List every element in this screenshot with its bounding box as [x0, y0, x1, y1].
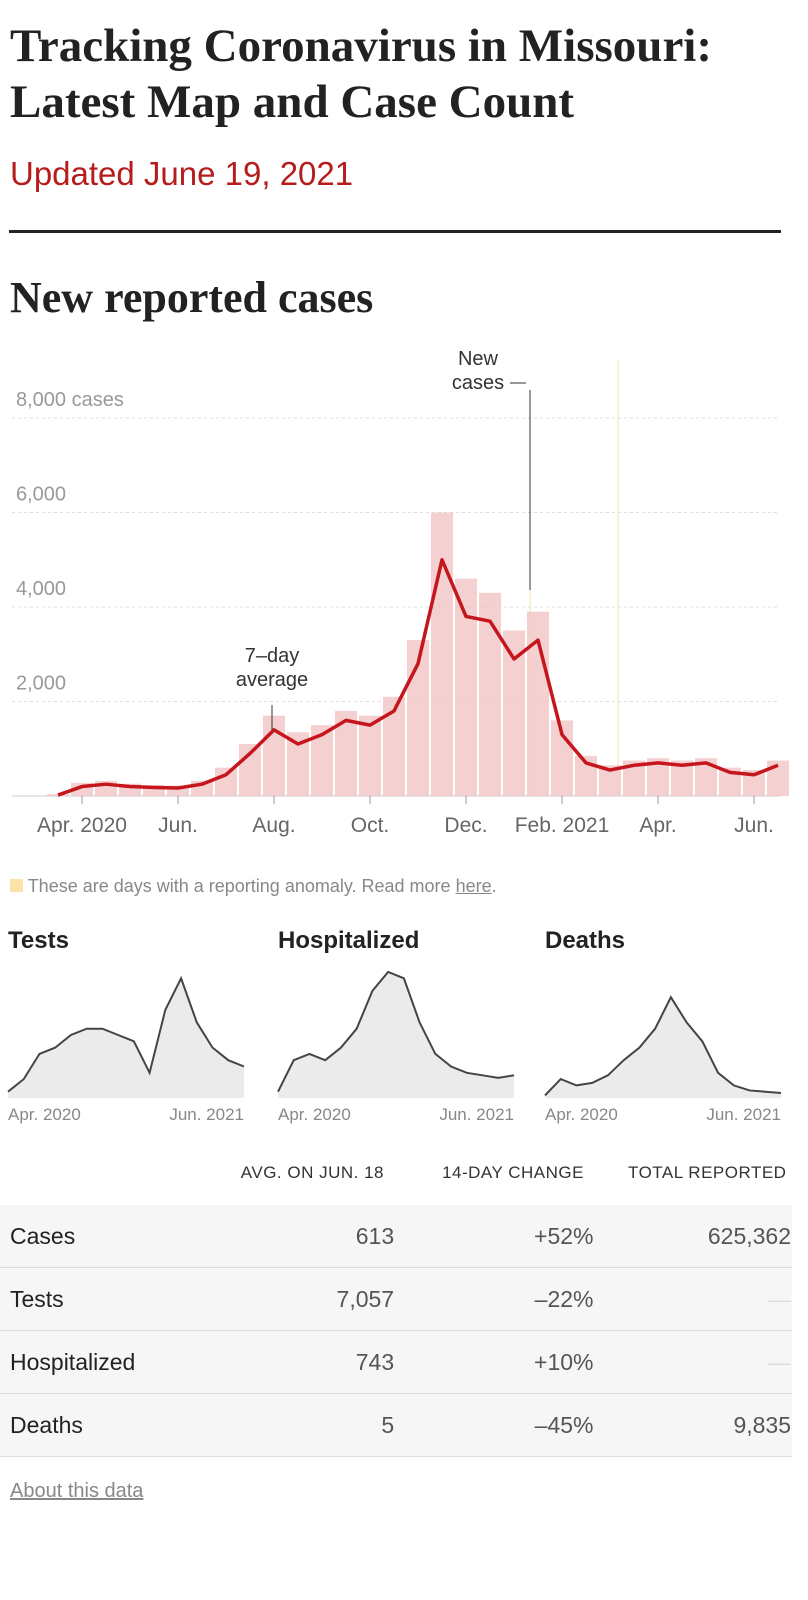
bar [335, 710, 357, 796]
bar [479, 592, 501, 796]
tests-chart: Tests Apr. 2020 Jun. 2021 [7, 927, 245, 1124]
bar [263, 715, 285, 796]
small-title: Hospitalized [278, 927, 419, 954]
table-cell: Deaths [0, 1393, 231, 1457]
area-fill [545, 997, 781, 1098]
anomaly-swatch [10, 879, 23, 892]
x-tick-label: Apr. 2020 [37, 814, 127, 837]
table-cell: +10% [395, 1330, 595, 1394]
x-tick-label: Dec. [444, 814, 487, 837]
table-cell: — [594, 1330, 792, 1394]
bar [359, 715, 381, 796]
x-tick-label: Feb. 2021 [515, 814, 610, 837]
area-fill [278, 972, 514, 1098]
x-tick-label: Oct. [351, 814, 390, 837]
bar [743, 770, 765, 796]
table-cell: Cases [0, 1205, 231, 1268]
bar [623, 760, 645, 796]
x-tick-label: Jun. [158, 814, 198, 837]
updated: Updated June 19, 2021 [10, 155, 354, 192]
bar [599, 765, 621, 796]
bar [143, 785, 165, 796]
x-tick-label: Jun. 2021 [706, 1105, 781, 1124]
x-tick-label: Apr. 2020 [278, 1105, 351, 1124]
col-header: TOTAL REPORTED [628, 1163, 787, 1182]
y-tick-label: 6,000 [16, 484, 66, 506]
bar [695, 758, 717, 796]
col-header: 14-DAY CHANGE [442, 1163, 584, 1182]
col-header: AVG. ON JUN. 18 [240, 1163, 384, 1182]
bar [671, 760, 693, 796]
table-cell: 613 [230, 1205, 396, 1268]
y-tick-label: 2,000 [16, 673, 66, 695]
y-tick-label: 8,000 cases [16, 389, 124, 411]
hosp-chart: Hospitalized Apr. 2020 Jun. 2021 [277, 927, 515, 1124]
note: These are days with a reporting anomaly.… [10, 876, 497, 897]
area-line [7, 975, 245, 1093]
bar [167, 785, 189, 796]
annotation: 7–day average [236, 645, 308, 691]
title: Tracking Coronavirus in Missouri: Latest… [10, 18, 712, 130]
x-tick-label: Jun. 2021 [439, 1105, 514, 1124]
table-cell: –45% [395, 1393, 595, 1457]
bar [431, 512, 453, 796]
table-row: Cases 613 +52% 625,362 [0, 1205, 792, 1268]
bar [407, 640, 429, 796]
bar [719, 767, 741, 796]
x-tick-label: Apr. 2020 [8, 1105, 81, 1124]
x-tick-label: Jun. 2021 [169, 1105, 244, 1124]
bar [383, 696, 405, 796]
table-cell: Hospitalized [0, 1330, 231, 1394]
x-tick-label: Jun. [734, 814, 774, 837]
bar [311, 725, 333, 796]
rule [9, 230, 781, 233]
table-cell: 625,362 [594, 1205, 792, 1268]
section-title: New reported cases [10, 273, 374, 322]
note-text: These are days with a reporting anomaly.… [27, 876, 456, 896]
table-cell: 743 [230, 1330, 396, 1394]
deaths-chart: Deaths Apr. 2020 Jun. 2021 [544, 927, 782, 1124]
table-cell: –22% [395, 1267, 595, 1331]
table-cell: +52% [395, 1205, 595, 1268]
table-cell: — [594, 1267, 792, 1331]
avg-line [57, 558, 779, 797]
table-cell: 9,835 [594, 1393, 792, 1457]
title-line: Latest Map and Case Count [10, 76, 575, 128]
table-row: Hospitalized 743 +10% — [0, 1330, 792, 1394]
table: Cases 613 +52% 625,362 Tests 7,057 –22% — Hospit… [0, 1205, 792, 1457]
note-link[interactable]: here [455, 876, 492, 896]
cases-chart: 2,000 4,000 6,000 8,000 cases Apr. 2020 Jun. A… [12, 348, 789, 837]
bar [455, 578, 477, 796]
bar [215, 767, 237, 796]
bar [647, 758, 669, 796]
table-row: Tests 7,057 –22% — [0, 1267, 792, 1331]
annotation: New cases [452, 348, 504, 394]
x-tick-label: Apr. 2020 [545, 1105, 618, 1124]
area-fill [8, 978, 244, 1098]
table-row: Deaths 5 –45% 9,835 [0, 1393, 792, 1457]
table-cell: 5 [230, 1393, 396, 1457]
about-link[interactable]: About this data [10, 1480, 144, 1502]
y-tick-label: 4,000 [16, 578, 66, 600]
note-end: . [491, 876, 497, 896]
small-title: Tests [8, 927, 69, 954]
title-line: Tracking Coronavirus in Missouri: [10, 20, 713, 72]
area-line [544, 995, 782, 1097]
small-title: Deaths [545, 927, 625, 954]
bar [503, 630, 525, 796]
x-tick-label: Aug. [252, 814, 295, 837]
bar [767, 760, 789, 796]
table-cell: Tests [0, 1267, 231, 1331]
area-line [277, 970, 515, 1093]
bar [287, 732, 309, 796]
x-tick-label: Apr. [639, 814, 676, 837]
table-cell: 7,057 [230, 1267, 396, 1331]
